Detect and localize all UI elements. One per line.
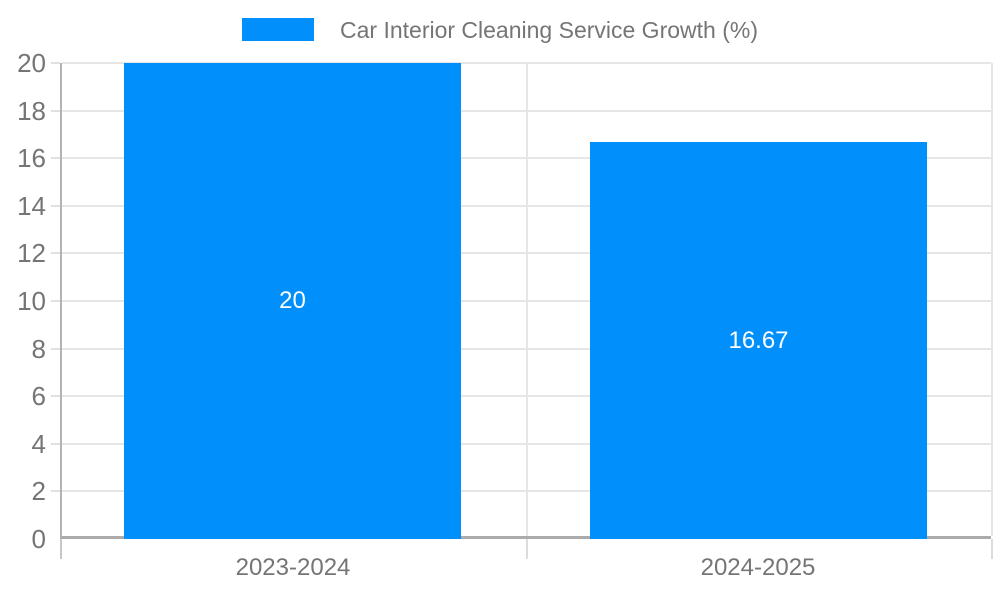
y-axis-tick [51, 347, 60, 350]
y-axis-tick-label: 12 [17, 238, 46, 269]
y-axis-tick-label: 6 [31, 381, 46, 412]
y-axis-tick [51, 62, 60, 64]
bar-value-label: 20 [279, 287, 306, 314]
chart-legend[interactable]: Car Interior Cleaning Service Growth (%) [0, 17, 1000, 42]
bar-2023-2024[interactable]: 20 [124, 63, 461, 539]
gridline-vertical [526, 63, 528, 536]
y-axis-tick-label: 14 [17, 190, 46, 221]
legend-swatch-icon [242, 18, 314, 41]
y-axis-tick [51, 395, 60, 398]
plot-area: 20 16.67 [51, 62, 993, 559]
x-axis-category-label: 2024-2025 [700, 554, 816, 581]
y-axis-tick [51, 157, 60, 160]
x-axis-tick [991, 539, 993, 559]
gridline-vertical [991, 63, 993, 536]
y-axis-tick [51, 300, 60, 302]
y-axis-tick-label: 16 [17, 143, 46, 174]
y-axis-tick-label: 10 [17, 286, 46, 316]
y-axis-tick-label: 0 [31, 524, 46, 554]
y-axis-tick-label: 18 [17, 95, 46, 126]
y-axis-tick [51, 252, 60, 255]
y-axis-tick-label: 8 [31, 333, 46, 364]
y-axis-tick-label: 20 [17, 48, 46, 78]
y-axis-tick-label: 4 [31, 428, 46, 459]
y-axis-tick [51, 109, 60, 112]
y-axis-tick [51, 442, 60, 445]
bar-2024-2025[interactable]: 16.67 [590, 142, 927, 539]
y-axis-tick [51, 490, 60, 493]
x-axis-category-label: 2023-2024 [235, 554, 351, 581]
y-axis-tick-label: 2 [31, 476, 46, 507]
legend-series-label: Car Interior Cleaning Service Growth (%) [340, 17, 758, 43]
y-axis-tick [51, 204, 60, 207]
x-axis-tick [526, 539, 528, 559]
bar-value-label: 16.67 [728, 326, 789, 354]
x-axis-tick [60, 539, 62, 559]
